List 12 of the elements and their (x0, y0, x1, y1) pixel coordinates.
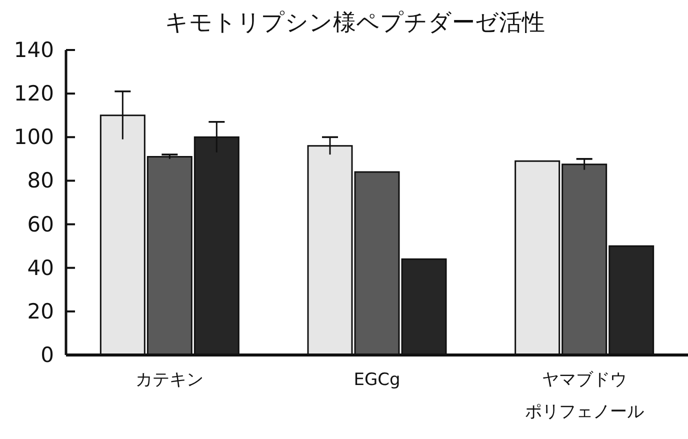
x-tick-label: EGCg (354, 370, 400, 390)
y-tick-label: 40 (27, 256, 54, 280)
y-tick-label: 20 (27, 299, 54, 324)
y-tick-label: 100 (14, 125, 54, 150)
y-tick-label: 0 (40, 343, 54, 367)
chart-title: キモトリプシン様ペプチダーゼ活性 (165, 10, 545, 36)
x-tick-label: カテキン (136, 370, 204, 390)
x-tick-label: ヤマブドウポリフェノール (524, 370, 644, 422)
y-tick-label: 120 (14, 82, 54, 106)
y-tick-label: 80 (27, 168, 54, 193)
y-tick-label: 140 (14, 38, 54, 62)
y-tick-label: 60 (27, 212, 54, 236)
